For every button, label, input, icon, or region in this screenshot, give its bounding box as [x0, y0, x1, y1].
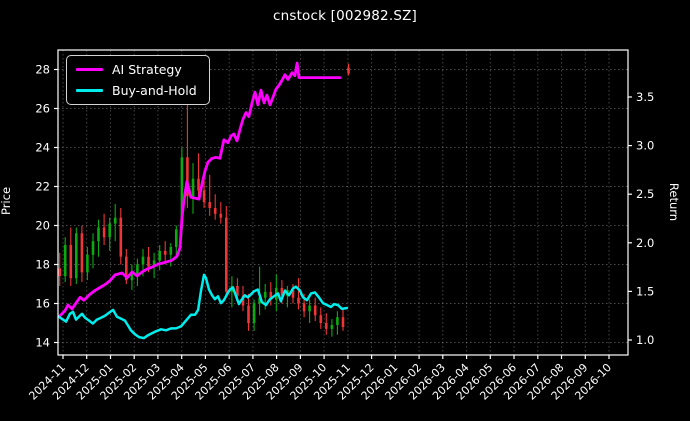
price-axis-label: Price — [0, 186, 13, 216]
svg-text:18: 18 — [35, 258, 50, 272]
legend: AI Strategy Buy-and-Hold — [66, 55, 210, 105]
svg-text:2.5: 2.5 — [636, 187, 654, 201]
svg-text:28: 28 — [35, 63, 50, 77]
svg-text:1.5: 1.5 — [636, 284, 654, 298]
legend-label: Buy-and-Hold — [112, 83, 197, 98]
svg-text:1.0: 1.0 — [636, 333, 654, 347]
svg-text:14: 14 — [35, 336, 50, 350]
candlesticks — [58, 63, 350, 337]
strategy-lines — [57, 61, 349, 340]
svg-text:22: 22 — [35, 180, 50, 194]
return-axis-label: Return — [667, 182, 681, 222]
svg-text:16: 16 — [35, 297, 50, 311]
gridlines — [58, 50, 628, 355]
svg-text:26: 26 — [35, 102, 50, 116]
axes-spines — [57, 49, 629, 356]
legend-item-ai-strategy: AI Strategy — [76, 61, 197, 78]
tick-marks — [54, 68, 632, 359]
legend-item-buy-and-hold: Buy-and-Hold — [76, 82, 197, 99]
svg-text:2.0: 2.0 — [636, 236, 654, 250]
svg-text:20: 20 — [35, 219, 50, 233]
buy-and-hold-line-swatch — [76, 89, 103, 92]
chart-title: cnstock [002982.SZ] — [272, 8, 418, 24]
svg-text:24: 24 — [35, 141, 50, 155]
svg-text:3.5: 3.5 — [636, 90, 654, 104]
ai-strategy-line-swatch — [76, 68, 103, 71]
svg-text:3.0: 3.0 — [636, 139, 654, 153]
legend-label: AI Strategy — [112, 62, 182, 77]
